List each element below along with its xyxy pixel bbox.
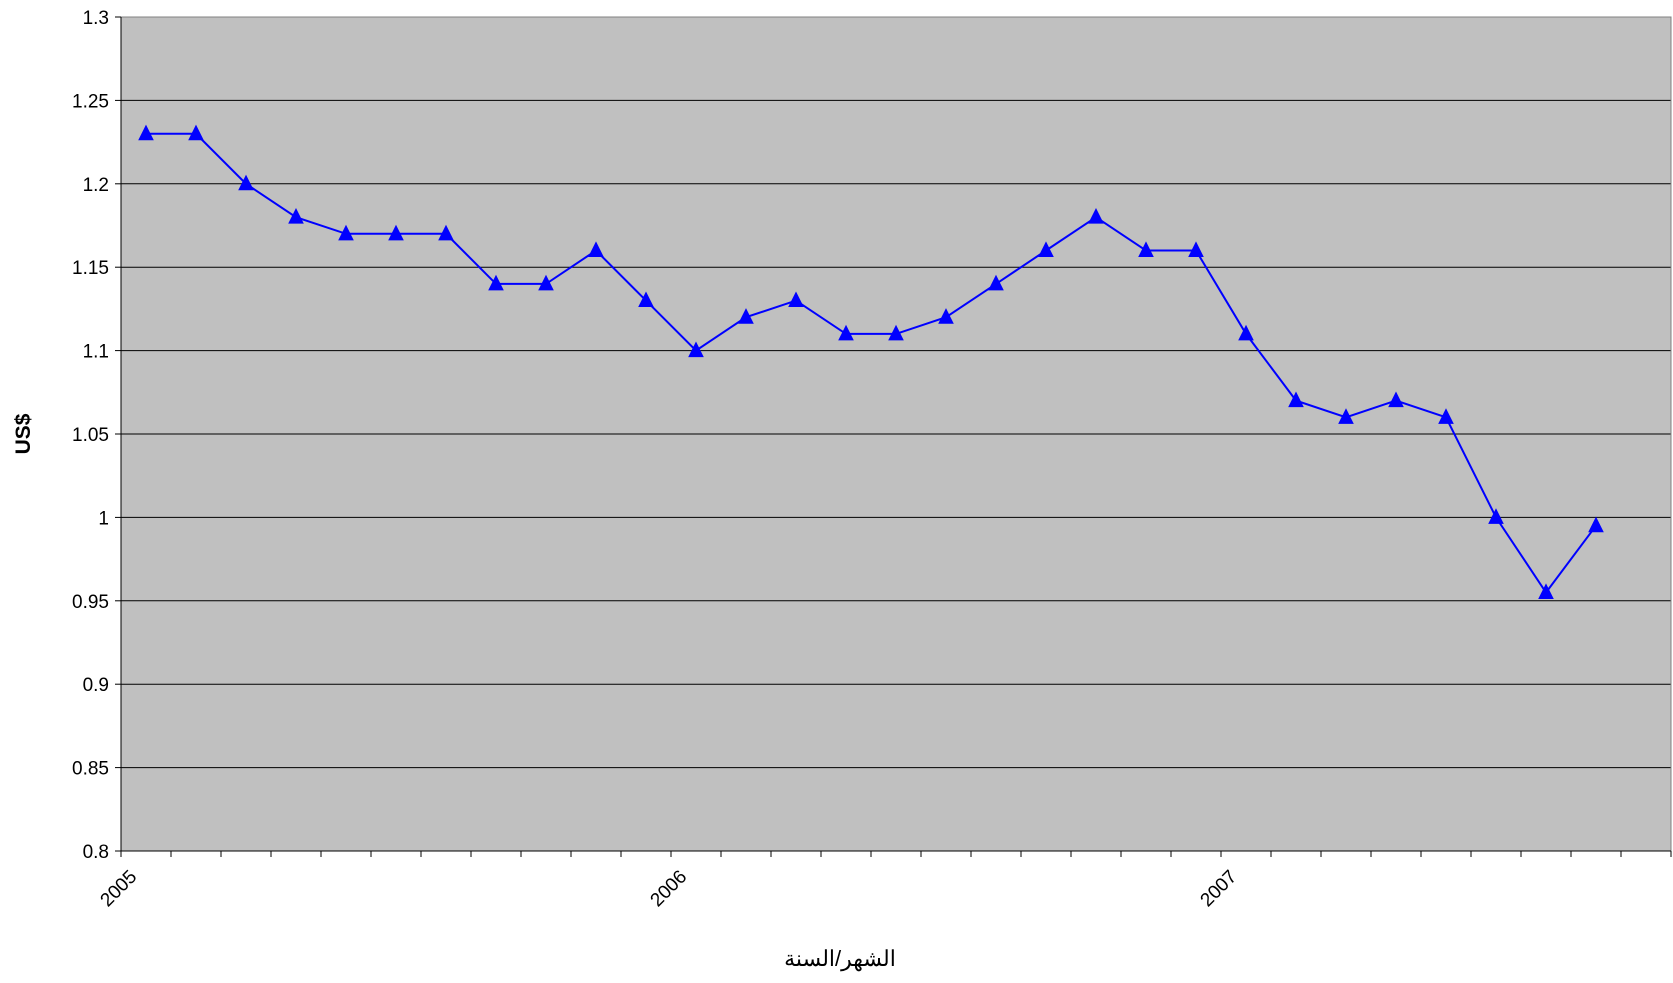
data-point [638, 291, 654, 308]
x-axis-label: الشهر/السنة [784, 946, 896, 972]
x-tick-label: 2005 [97, 866, 142, 911]
y-tick-label: 0.9 [83, 675, 109, 696]
series-line [146, 132, 1597, 595]
y-axis: 0.8 0.85 0.9 0.95 1 1.05 1.1 1.15 1.2 1.25 1.3 [72, 8, 122, 863]
data-point [738, 308, 754, 324]
data-point [838, 324, 854, 341]
data-point [1588, 516, 1604, 533]
data-point [1388, 391, 1404, 408]
data-point [438, 224, 454, 241]
data-point [1488, 508, 1504, 524]
y-tick-label: 1.2 [83, 175, 109, 196]
y-tick-label: 1.1 [83, 342, 109, 363]
data-point [488, 274, 504, 291]
data-point [938, 308, 954, 324]
data-series [138, 124, 1604, 599]
data-point [188, 124, 204, 141]
x-tick-label: 2006 [647, 866, 692, 911]
y-tick-label: 1.15 [72, 258, 109, 279]
data-point [338, 224, 354, 241]
y-tick-label: 1.25 [72, 91, 109, 112]
y-tick-label: 0.85 [72, 759, 109, 780]
data-point [1138, 241, 1154, 258]
data-point [1088, 208, 1104, 224]
data-point [788, 291, 804, 308]
data-point [1038, 241, 1054, 258]
data-point [1188, 241, 1204, 258]
data-point [1288, 391, 1304, 408]
x-axis: 2005 2006 2007 [97, 850, 1672, 911]
data-point [888, 324, 904, 341]
y-tick-label: 0.8 [83, 842, 109, 863]
data-point [238, 174, 254, 191]
data-point [1438, 408, 1454, 424]
data-point [688, 341, 704, 358]
gridlines [121, 99, 1671, 769]
data-point [1538, 583, 1554, 599]
data-point [988, 274, 1004, 291]
y-tick-label: 1 [98, 508, 109, 529]
data-point [138, 124, 154, 141]
data-point [538, 274, 554, 291]
data-point [588, 241, 604, 258]
data-point [388, 224, 404, 241]
y-axis-label: US$ [12, 413, 35, 454]
y-tick-label: 1.3 [83, 8, 109, 29]
data-point [288, 208, 304, 224]
x-tick-label: 2007 [1197, 866, 1242, 911]
data-point [1338, 408, 1354, 424]
plot-area [120, 16, 1672, 852]
y-tick-label: 1.05 [72, 425, 109, 446]
y-tick-label: 0.95 [72, 592, 109, 613]
data-point [1238, 324, 1254, 341]
